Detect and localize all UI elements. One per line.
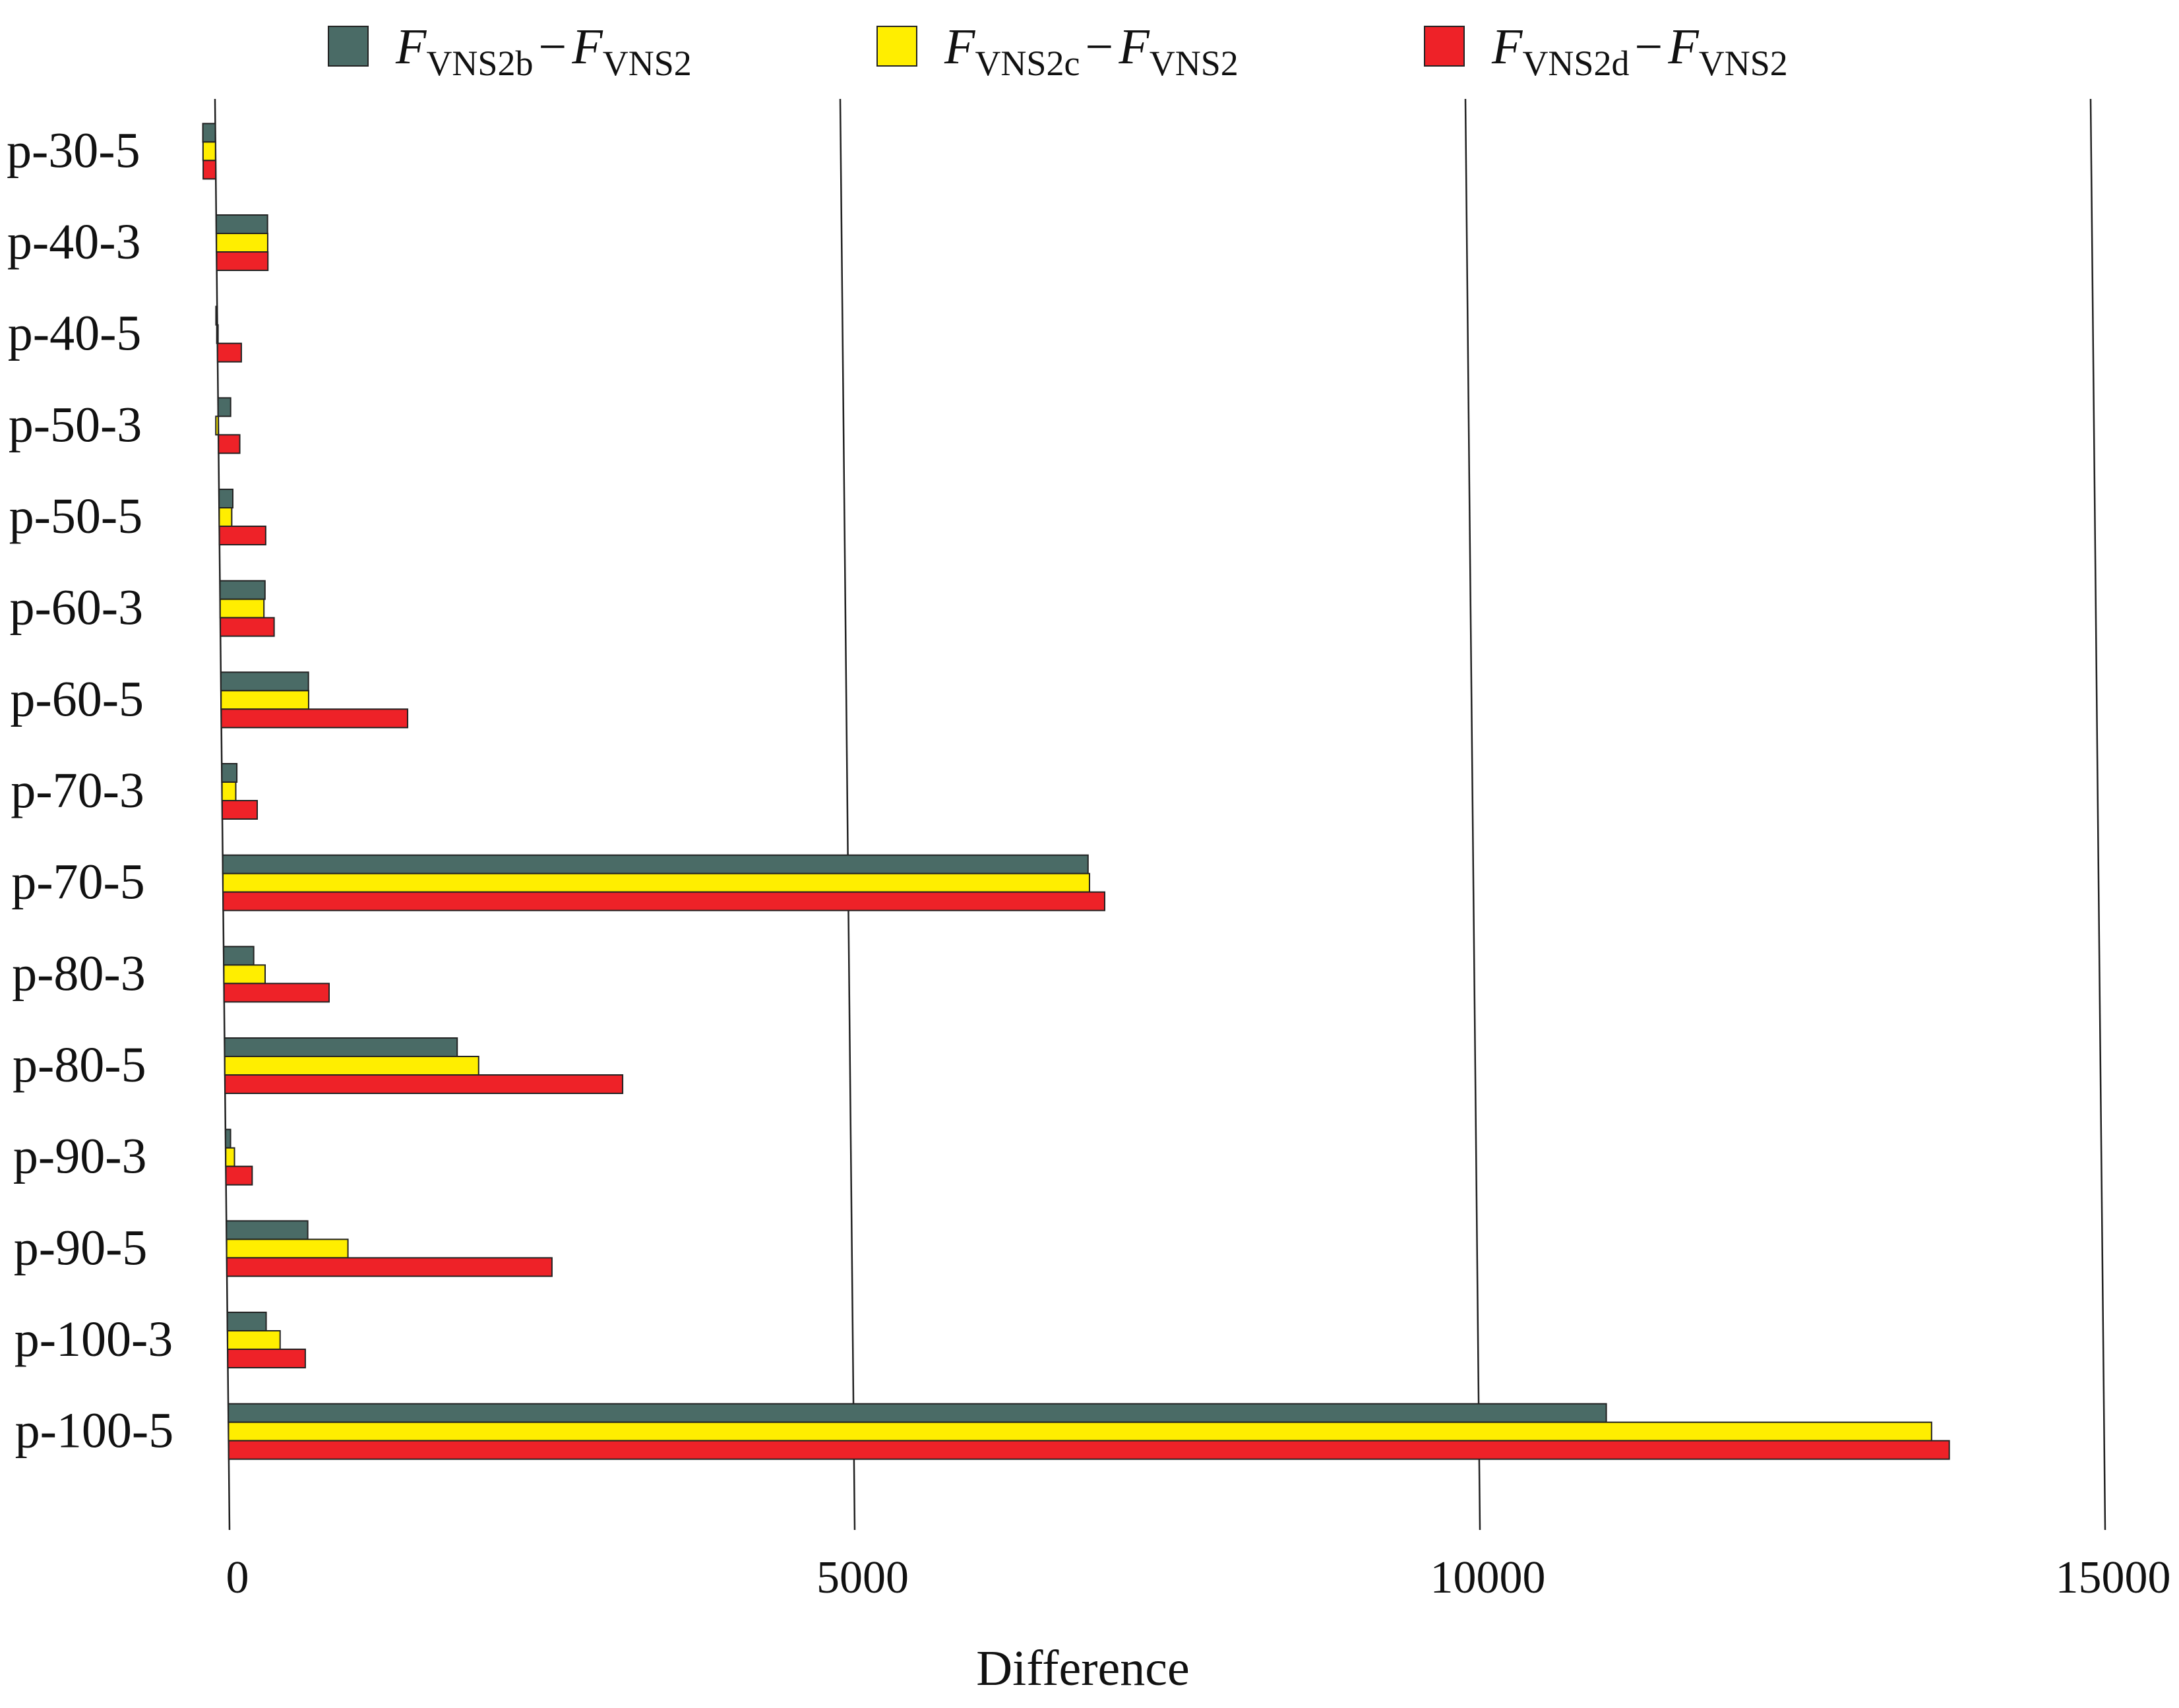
bar-p-30-5-series-0 [202, 123, 216, 143]
bar-p-100-3-series-1 [227, 1330, 281, 1350]
x-axis-title: Difference [976, 1641, 1189, 1696]
category-label-p-80-5: p-80-5 [13, 1037, 146, 1093]
bar-p-40-3-series-0 [215, 214, 268, 234]
category-label-p-40-5: p-40-5 [8, 306, 142, 361]
bar-p-40-5-series-0 [215, 305, 218, 326]
bar-p-60-5-series-2 [220, 708, 409, 729]
bar-p-80-3-series-0 [223, 946, 255, 966]
category-label-p-100-5: p-100-5 [15, 1403, 174, 1459]
bar-p-90-3-series-0 [224, 1128, 231, 1149]
legend-swatch-1 [876, 26, 917, 67]
bar-p-70-5-series-1 [222, 872, 1090, 893]
legend-swatch-0 [328, 26, 369, 67]
legend-label-0: FVNS2b − FVNS2 [395, 19, 692, 83]
bar-p-100-3-series-2 [227, 1349, 306, 1368]
category-label-p-90-5: p-90-5 [14, 1220, 148, 1275]
bar-p-60-5-series-0 [220, 671, 309, 692]
category-label-p-70-3: p-70-3 [11, 763, 144, 818]
x-tick-label-1: 5000 [816, 1552, 909, 1603]
x-tick-label-2: 10000 [1430, 1552, 1546, 1603]
bar-p-100-5-series-2 [228, 1440, 1950, 1460]
bar-p-70-3-series-1 [221, 781, 237, 801]
x-tick-labels: 0 5000 10000 15000 [226, 1552, 2171, 1603]
bar-p-60-3-series-2 [220, 617, 275, 637]
bar-p-50-5-series-0 [218, 489, 233, 508]
category-label-p-80-3: p-80-3 [12, 946, 146, 1001]
bar-p-50-5-series-2 [218, 526, 266, 545]
bar-p-30-5-series-1 [202, 141, 216, 162]
category-label-p-40-3: p-40-3 [7, 214, 141, 270]
x-tick-label-0: 0 [226, 1552, 249, 1603]
bar-p-60-3-series-1 [219, 598, 265, 619]
category-label-p-30-5: p-30-5 [7, 123, 140, 178]
x-tick-label-3: 15000 [2056, 1552, 2171, 1603]
category-label-p-50-3: p-50-3 [9, 397, 142, 452]
gridline-2 [1464, 98, 1481, 1531]
bar-p-70-5-series-2 [222, 891, 1106, 911]
bar-p-40-3-series-2 [216, 251, 269, 271]
bars [202, 123, 1950, 1460]
legend-swatch-2 [1424, 26, 1465, 67]
bar-p-30-5-series-2 [202, 160, 217, 180]
bar-p-70-3-series-0 [221, 763, 238, 783]
gridlines [214, 98, 2106, 1531]
category-label-p-60-5: p-60-5 [10, 671, 144, 727]
legend-label-1: FVNS2c − FVNS2 [944, 19, 1239, 83]
category-label-p-100-3: p-100-3 [15, 1312, 173, 1367]
bar-p-90-3-series-1 [225, 1147, 235, 1167]
bar-p-80-3-series-1 [223, 964, 266, 985]
bar-p-100-3-series-0 [226, 1312, 267, 1331]
bar-p-80-5-series-2 [224, 1074, 624, 1094]
bar-p-60-3-series-0 [219, 580, 266, 600]
bar-p-40-3-series-1 [216, 233, 268, 253]
legend-label-2: FVNS2d − FVNS2 [1491, 19, 1788, 83]
gridline-1 [839, 98, 856, 1531]
bar-p-100-5-series-0 [228, 1403, 1607, 1423]
bar-p-70-3-series-2 [221, 800, 259, 820]
bar-p-80-3-series-2 [223, 983, 330, 1003]
category-label-p-60-3: p-60-3 [10, 580, 144, 636]
bar-p-50-3-series-2 [218, 434, 241, 454]
legend-item-2: FVNS2d − FVNS2 [1424, 19, 1788, 83]
bar-p-90-5-series-2 [226, 1257, 553, 1277]
legend-item-1: FVNS2c − FVNS2 [876, 19, 1239, 83]
gridline-3 [2089, 98, 2106, 1531]
category-label-p-50-5: p-50-5 [9, 489, 143, 544]
bar-p-70-5-series-0 [222, 854, 1089, 874]
category-label-p-70-5: p-70-5 [11, 855, 145, 910]
bar-p-60-5-series-1 [220, 690, 309, 710]
bar-p-50-3-series-1 [215, 415, 220, 436]
bar-p-100-5-series-1 [228, 1421, 1932, 1442]
bar-p-90-5-series-1 [226, 1238, 349, 1259]
bar-p-50-5-series-1 [218, 507, 233, 527]
legend-item-0: FVNS2b − FVNS2 [328, 19, 692, 83]
legend: FVNS2b − FVNS2 FVNS2c − FVNS2 FVNS2d − FVNS2 [328, 19, 1788, 83]
category-label-p-90-3: p-90-3 [13, 1129, 147, 1184]
bar-p-50-3-series-0 [217, 397, 231, 417]
bar-p-40-5-series-2 [216, 342, 242, 363]
bar-p-40-5-series-1 [216, 324, 219, 344]
category-labels: p-30-5 p-40-3 p-40-5 p-50-3 p-50-5 p-60-3 p-60… [7, 123, 173, 1458]
bar-p-90-3-series-2 [225, 1165, 253, 1186]
bar-p-80-5-series-0 [224, 1037, 458, 1057]
bar-p-90-5-series-0 [226, 1220, 309, 1240]
bar-p-80-5-series-1 [224, 1056, 479, 1076]
